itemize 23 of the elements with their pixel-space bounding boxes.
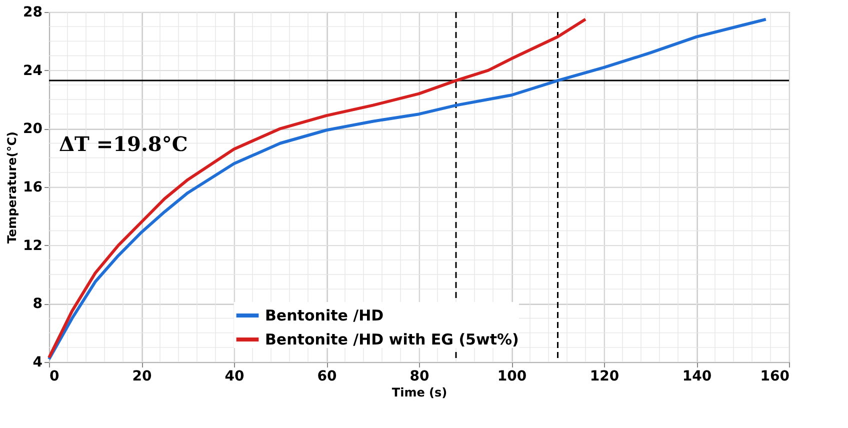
y-tick-label: 24 bbox=[23, 62, 43, 79]
line-series bbox=[48, 18, 768, 361]
x-tick-label: 60 bbox=[317, 368, 337, 384]
line-series bbox=[48, 18, 587, 360]
x-tick-label: 80 bbox=[410, 368, 430, 384]
legend-label: Bentonite /HD bbox=[265, 306, 384, 324]
y-tick-label: 4 bbox=[32, 354, 43, 370]
y-tick-label: 8 bbox=[32, 296, 42, 312]
x-tick-label: 140 bbox=[682, 368, 712, 384]
x-tick-label: 0 bbox=[50, 368, 60, 384]
y-tick-label: 20 bbox=[23, 121, 43, 138]
y-axis-title: Temperature(°C) bbox=[5, 131, 20, 244]
annotation: ΔT =19.8°C bbox=[59, 132, 188, 156]
x-tick-label: 160 bbox=[760, 368, 790, 384]
legend-label: Bentonite /HD with EG (5wt%) bbox=[265, 330, 519, 348]
x-axis-title: Time (s) bbox=[392, 386, 448, 400]
x-tick-label: 40 bbox=[224, 368, 244, 384]
y-tick-label: 12 bbox=[23, 238, 42, 254]
y-tick-label: 28 bbox=[23, 4, 42, 20]
x-tick-label: 100 bbox=[497, 368, 527, 384]
x-tick-label: 120 bbox=[590, 368, 620, 384]
x-tick-label: 20 bbox=[132, 368, 152, 384]
y-tick-label: 16 bbox=[23, 180, 42, 196]
